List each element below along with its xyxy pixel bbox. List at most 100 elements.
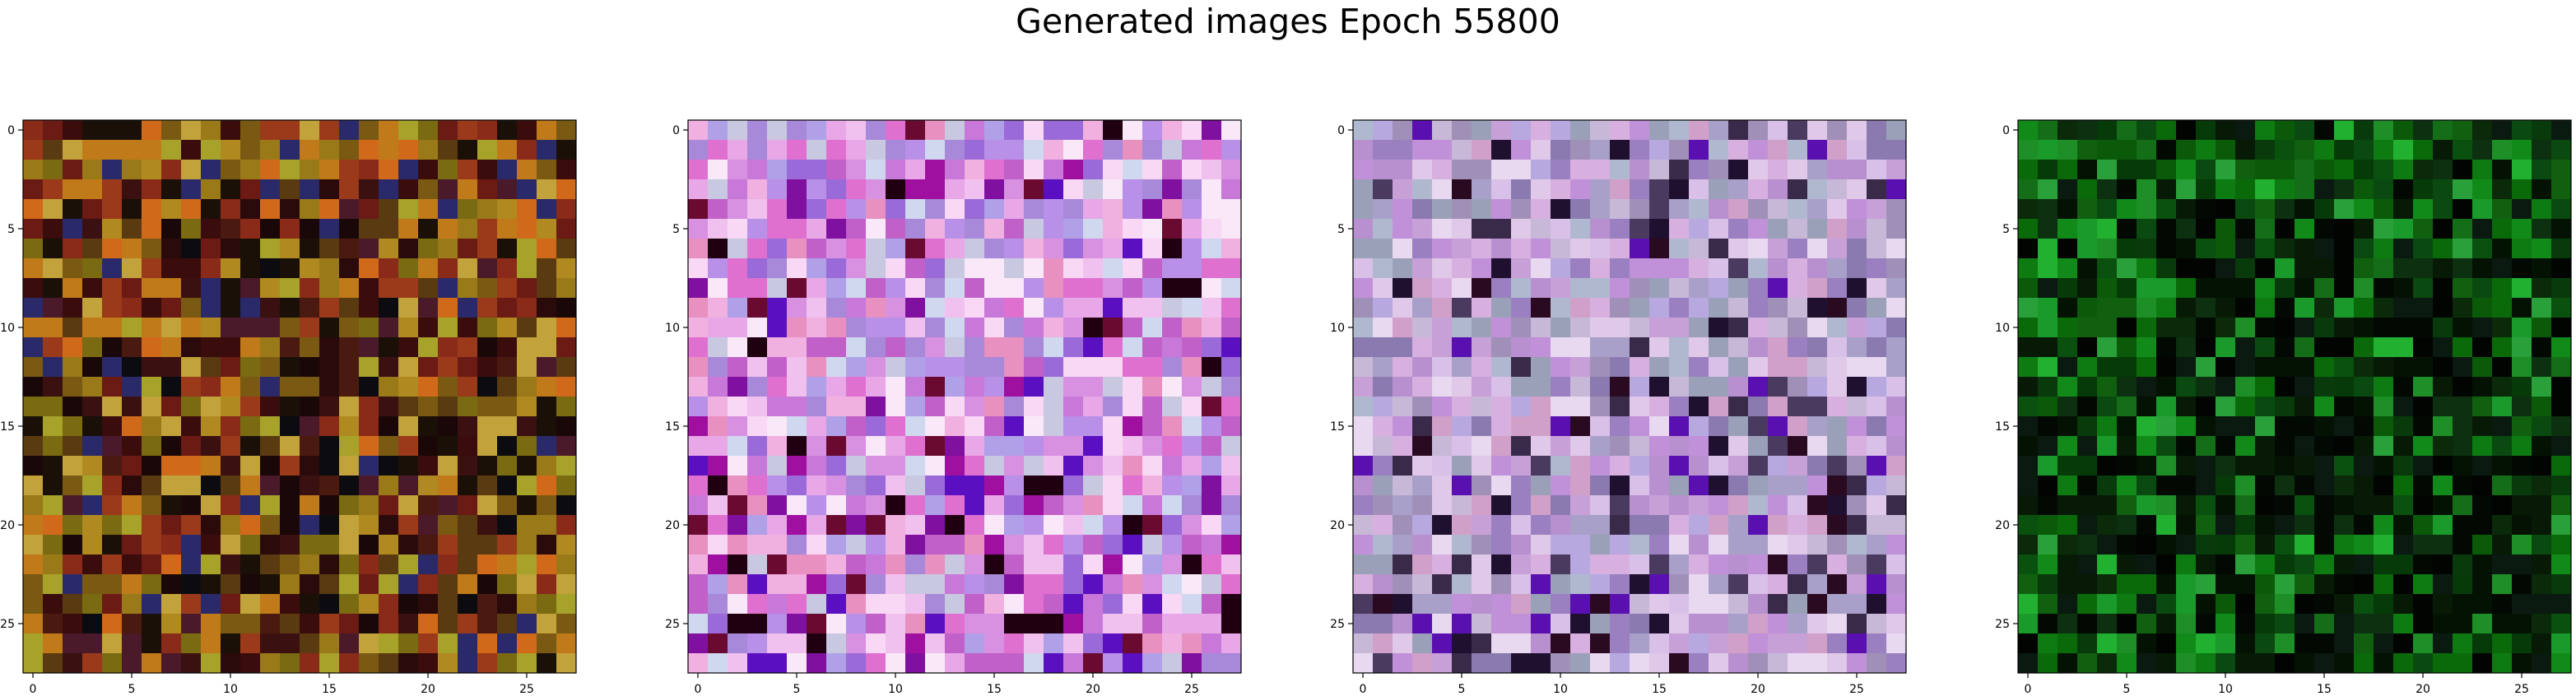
pixel-cell <box>965 554 985 575</box>
pixel-cell <box>2117 140 2137 160</box>
pixel-cell <box>280 239 300 259</box>
pixel-cell <box>122 199 142 220</box>
pixel-cell <box>2255 594 2276 615</box>
pixel-cell <box>1162 633 1183 654</box>
pixel-cell <box>1221 554 1242 575</box>
pixel-cell <box>1827 140 1848 160</box>
pixel-cell <box>1531 337 1551 358</box>
pixel-cell <box>122 219 142 239</box>
pixel-cell <box>1353 476 1374 496</box>
pixel-cell <box>63 120 83 141</box>
pixel-cell <box>1123 377 1143 397</box>
pixel-cell <box>2275 199 2295 220</box>
pixel-cell <box>43 416 63 437</box>
pixel-cell <box>497 416 518 437</box>
pixel-cell <box>1610 515 1630 536</box>
pixel-cell <box>2413 377 2434 397</box>
pixel-cell <box>1373 377 1393 397</box>
pixel-cell <box>82 179 103 200</box>
pixel-cell <box>1886 515 1907 536</box>
pixel-cell <box>2354 258 2374 279</box>
pixel-cell <box>945 554 965 575</box>
pixel-cell <box>1867 160 1887 180</box>
pixel-cell <box>984 476 1005 496</box>
pixel-cell <box>2374 535 2394 555</box>
pixel-cell <box>1063 397 1084 417</box>
pixel-cell <box>161 495 182 516</box>
pixel-cell <box>2038 298 2058 318</box>
pixel-cell <box>2216 614 2236 634</box>
pixel-cell <box>826 476 847 496</box>
pixel-cell <box>2018 258 2039 279</box>
pixel-cell <box>1748 199 1769 220</box>
pixel-cell <box>2314 515 2335 536</box>
pixel-cell <box>1083 337 1104 358</box>
pixel-cell <box>905 318 926 338</box>
pixel-cell <box>1807 535 1828 555</box>
pixel-cell <box>1630 594 1650 615</box>
pixel-cell <box>1590 160 1611 180</box>
pixel-cell <box>1531 278 1551 299</box>
pixel-cell <box>1083 574 1104 595</box>
pixel-cell <box>1452 554 1472 575</box>
pixel-cell <box>497 219 518 239</box>
pixel-cell <box>2176 377 2197 397</box>
pixel-cell <box>1044 633 1064 654</box>
pixel-cell <box>2275 594 2295 615</box>
pixel-cell <box>925 554 946 575</box>
pixel-cell <box>458 239 478 259</box>
pixel-cell <box>1044 653 1064 674</box>
pixel-cell <box>2058 337 2078 358</box>
pixel-cell <box>537 535 557 555</box>
pixel-cell <box>1886 298 1907 318</box>
pixel-cell <box>2334 633 2355 654</box>
pixel-cell <box>2532 614 2552 634</box>
pixel-cell <box>787 357 807 378</box>
pixel-cell <box>1373 554 1393 575</box>
pixel-cell <box>2137 337 2157 358</box>
pixel-cell <box>2314 337 2335 358</box>
pixel-cell <box>1630 633 1650 654</box>
pixel-cell <box>1353 574 1374 595</box>
pixel-cell <box>2137 554 2157 575</box>
pixel-cell <box>1123 258 1143 279</box>
pixel-cell <box>846 515 867 536</box>
pixel-cell <box>1044 140 1064 160</box>
pixel-cell <box>1004 337 1025 358</box>
pixel-cell <box>1768 436 1788 457</box>
pixel-cell <box>379 554 399 575</box>
pixel-cell <box>2512 377 2532 397</box>
pixel-cell <box>2216 357 2236 378</box>
pixel-cell <box>2551 574 2572 595</box>
pixel-cell <box>319 298 340 318</box>
pixel-cell <box>1221 258 1242 279</box>
pixel-cell <box>1728 476 1749 496</box>
pixel-cell <box>747 476 768 496</box>
pixel-cell <box>886 535 906 555</box>
pixel-cell <box>747 337 768 358</box>
pixel-cell <box>2374 416 2394 437</box>
x-tick-label: 20 <box>1086 683 1100 696</box>
pixel-cell <box>728 120 748 141</box>
pixel-cell <box>517 574 537 595</box>
pixel-cell <box>2117 397 2137 417</box>
axes-frame <box>2017 119 2572 674</box>
pixel-cell <box>846 239 867 259</box>
pixel-cell <box>260 554 281 575</box>
pixel-cell <box>2176 633 2197 654</box>
pixel-cell <box>1590 278 1611 299</box>
pixel-cell <box>458 476 478 496</box>
pixel-cell <box>102 377 123 397</box>
pixel-cell <box>1728 219 1749 239</box>
pixel-cell <box>1807 633 1828 654</box>
pixel-cell <box>2551 258 2572 279</box>
pixel-cell <box>517 160 537 180</box>
pixel-cell <box>1630 357 1650 378</box>
pixel-cell <box>1182 574 1202 595</box>
pixel-cell <box>517 357 537 378</box>
pixel-cell <box>1491 239 1512 259</box>
x-tick-label: 5 <box>1458 683 1466 696</box>
pixel-cell <box>1847 456 1867 476</box>
pixel-cell <box>2512 298 2532 318</box>
pixel-cell <box>905 258 926 279</box>
